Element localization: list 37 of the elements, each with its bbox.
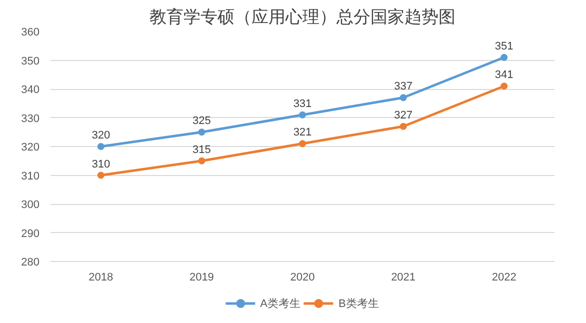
x-tick-label: 2022 [492,272,516,284]
data-label: 310 [92,158,110,170]
y-tick-label: 350 [21,55,40,68]
point [500,82,508,90]
data-label: 351 [494,40,514,52]
data-label: 320 [92,130,110,142]
y-tick-label: 330 [21,112,40,125]
data-label: 337 [394,80,412,93]
point [97,143,104,150]
legend-label: A类考生 [260,296,300,310]
data-label: 321 [293,126,312,139]
data-label: 325 [192,115,211,128]
y-tick-label: 310 [21,170,40,182]
y-tick-label: 340 [21,84,40,96]
point [97,172,104,179]
x-tick-label: 2021 [391,272,416,284]
y-tick-label: 290 [21,228,40,240]
data-label: 331 [293,98,312,110]
chart-title: 教育学专硕（应用心理）总分国家趋势图 [150,8,456,26]
point [198,128,206,136]
point [400,94,407,102]
data-label: 327 [394,109,412,122]
x-tick-label: 2018 [88,272,114,284]
x-tick-label: 2020 [290,272,315,284]
data-label: 315 [192,144,211,156]
data-label: 341 [494,69,514,82]
y-tick-label: 360 [21,26,40,38]
y-tick-label: 300 [21,199,40,211]
y-tick-label: 280 [21,256,40,268]
point [400,122,407,130]
legend-label: B类考生 [338,296,379,310]
x-tick-label: 2019 [189,272,214,284]
point [299,140,306,148]
point [500,54,508,61]
y-tick-label: 320 [21,142,40,154]
point [198,157,206,164]
point [299,111,306,118]
